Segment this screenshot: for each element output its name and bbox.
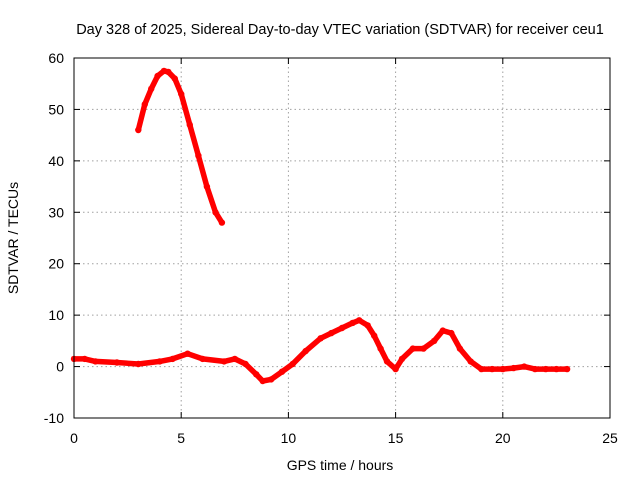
data-point bbox=[135, 360, 142, 368]
x-tick-label: 5 bbox=[177, 430, 185, 446]
y-tick-label: 40 bbox=[48, 153, 64, 169]
data-point bbox=[338, 324, 346, 332]
data-point bbox=[169, 355, 176, 363]
data-point bbox=[259, 377, 266, 385]
data-point bbox=[478, 365, 485, 373]
data-point bbox=[199, 355, 206, 363]
data-point bbox=[510, 364, 517, 372]
data-point bbox=[371, 332, 378, 339]
data-point bbox=[154, 72, 161, 80]
series-satellite-arc-low bbox=[70, 317, 571, 385]
data-point bbox=[165, 68, 172, 76]
y-tick-label: -10 bbox=[44, 410, 64, 426]
data-point bbox=[563, 365, 571, 373]
data-point bbox=[377, 345, 384, 352]
data-point bbox=[289, 360, 296, 368]
data-point bbox=[184, 350, 191, 357]
data-point bbox=[253, 371, 260, 378]
plot-frame bbox=[73, 57, 611, 419]
data-point bbox=[553, 365, 560, 373]
data-point bbox=[242, 360, 249, 368]
data-point bbox=[488, 365, 496, 373]
x-tick-label: 0 bbox=[70, 430, 78, 446]
data-point bbox=[364, 322, 371, 329]
data-point bbox=[220, 358, 228, 365]
data-point bbox=[203, 183, 211, 190]
data-point bbox=[499, 365, 506, 373]
axis-ticks: 0 5 10 15 20 25 -10 0 10 20 30 40 50 60 bbox=[44, 50, 618, 446]
series-satellite-arc-high bbox=[135, 67, 226, 226]
data-point bbox=[148, 85, 155, 93]
data-point bbox=[156, 358, 163, 365]
x-tick-label: 25 bbox=[602, 430, 618, 446]
data-point bbox=[439, 327, 446, 334]
data-point bbox=[398, 355, 406, 363]
data-point bbox=[531, 365, 539, 373]
data-point bbox=[542, 365, 549, 373]
data-point bbox=[171, 75, 178, 82]
y-axis-label: SDTVAR / TECUs bbox=[5, 182, 21, 294]
chart-title: Day 328 of 2025, Sidereal Day-to-day VTE… bbox=[76, 22, 604, 38]
data-point bbox=[392, 365, 399, 373]
data-point bbox=[349, 319, 356, 327]
x-tick-label: 20 bbox=[495, 430, 511, 446]
data-point bbox=[328, 329, 335, 337]
data-point bbox=[92, 358, 99, 365]
y-tick-label: 10 bbox=[48, 307, 64, 323]
y-tick-label: 60 bbox=[48, 50, 64, 66]
data-point bbox=[135, 126, 142, 134]
data-point bbox=[218, 219, 226, 226]
y-tick-label: 30 bbox=[48, 204, 64, 220]
data-point bbox=[456, 345, 464, 352]
x-tick-label: 15 bbox=[388, 430, 404, 446]
data-point bbox=[178, 90, 185, 98]
data-point bbox=[383, 358, 391, 365]
data-point bbox=[231, 355, 238, 363]
x-axis-label: GPS time / hours bbox=[287, 457, 394, 473]
y-tick-label: 0 bbox=[56, 359, 64, 375]
data-point bbox=[212, 209, 219, 216]
data-point bbox=[409, 345, 416, 352]
data-point bbox=[356, 317, 363, 324]
data-point bbox=[521, 363, 528, 370]
data-point bbox=[448, 329, 455, 337]
data-point bbox=[467, 358, 474, 365]
data-point bbox=[141, 101, 148, 108]
y-tick-label: 20 bbox=[48, 256, 64, 272]
data-point bbox=[278, 368, 286, 375]
data-point bbox=[81, 355, 88, 363]
y-tick-label: 50 bbox=[48, 101, 64, 117]
data-point bbox=[195, 152, 202, 159]
grid-lines bbox=[74, 58, 610, 418]
data-point bbox=[431, 337, 438, 345]
data-series bbox=[70, 67, 571, 385]
data-point bbox=[186, 121, 193, 129]
data-point bbox=[420, 345, 427, 352]
data-point bbox=[268, 376, 275, 383]
x-tick-label: 10 bbox=[281, 430, 297, 446]
data-point bbox=[113, 359, 121, 366]
data-point bbox=[317, 335, 324, 342]
data-point bbox=[302, 347, 309, 355]
